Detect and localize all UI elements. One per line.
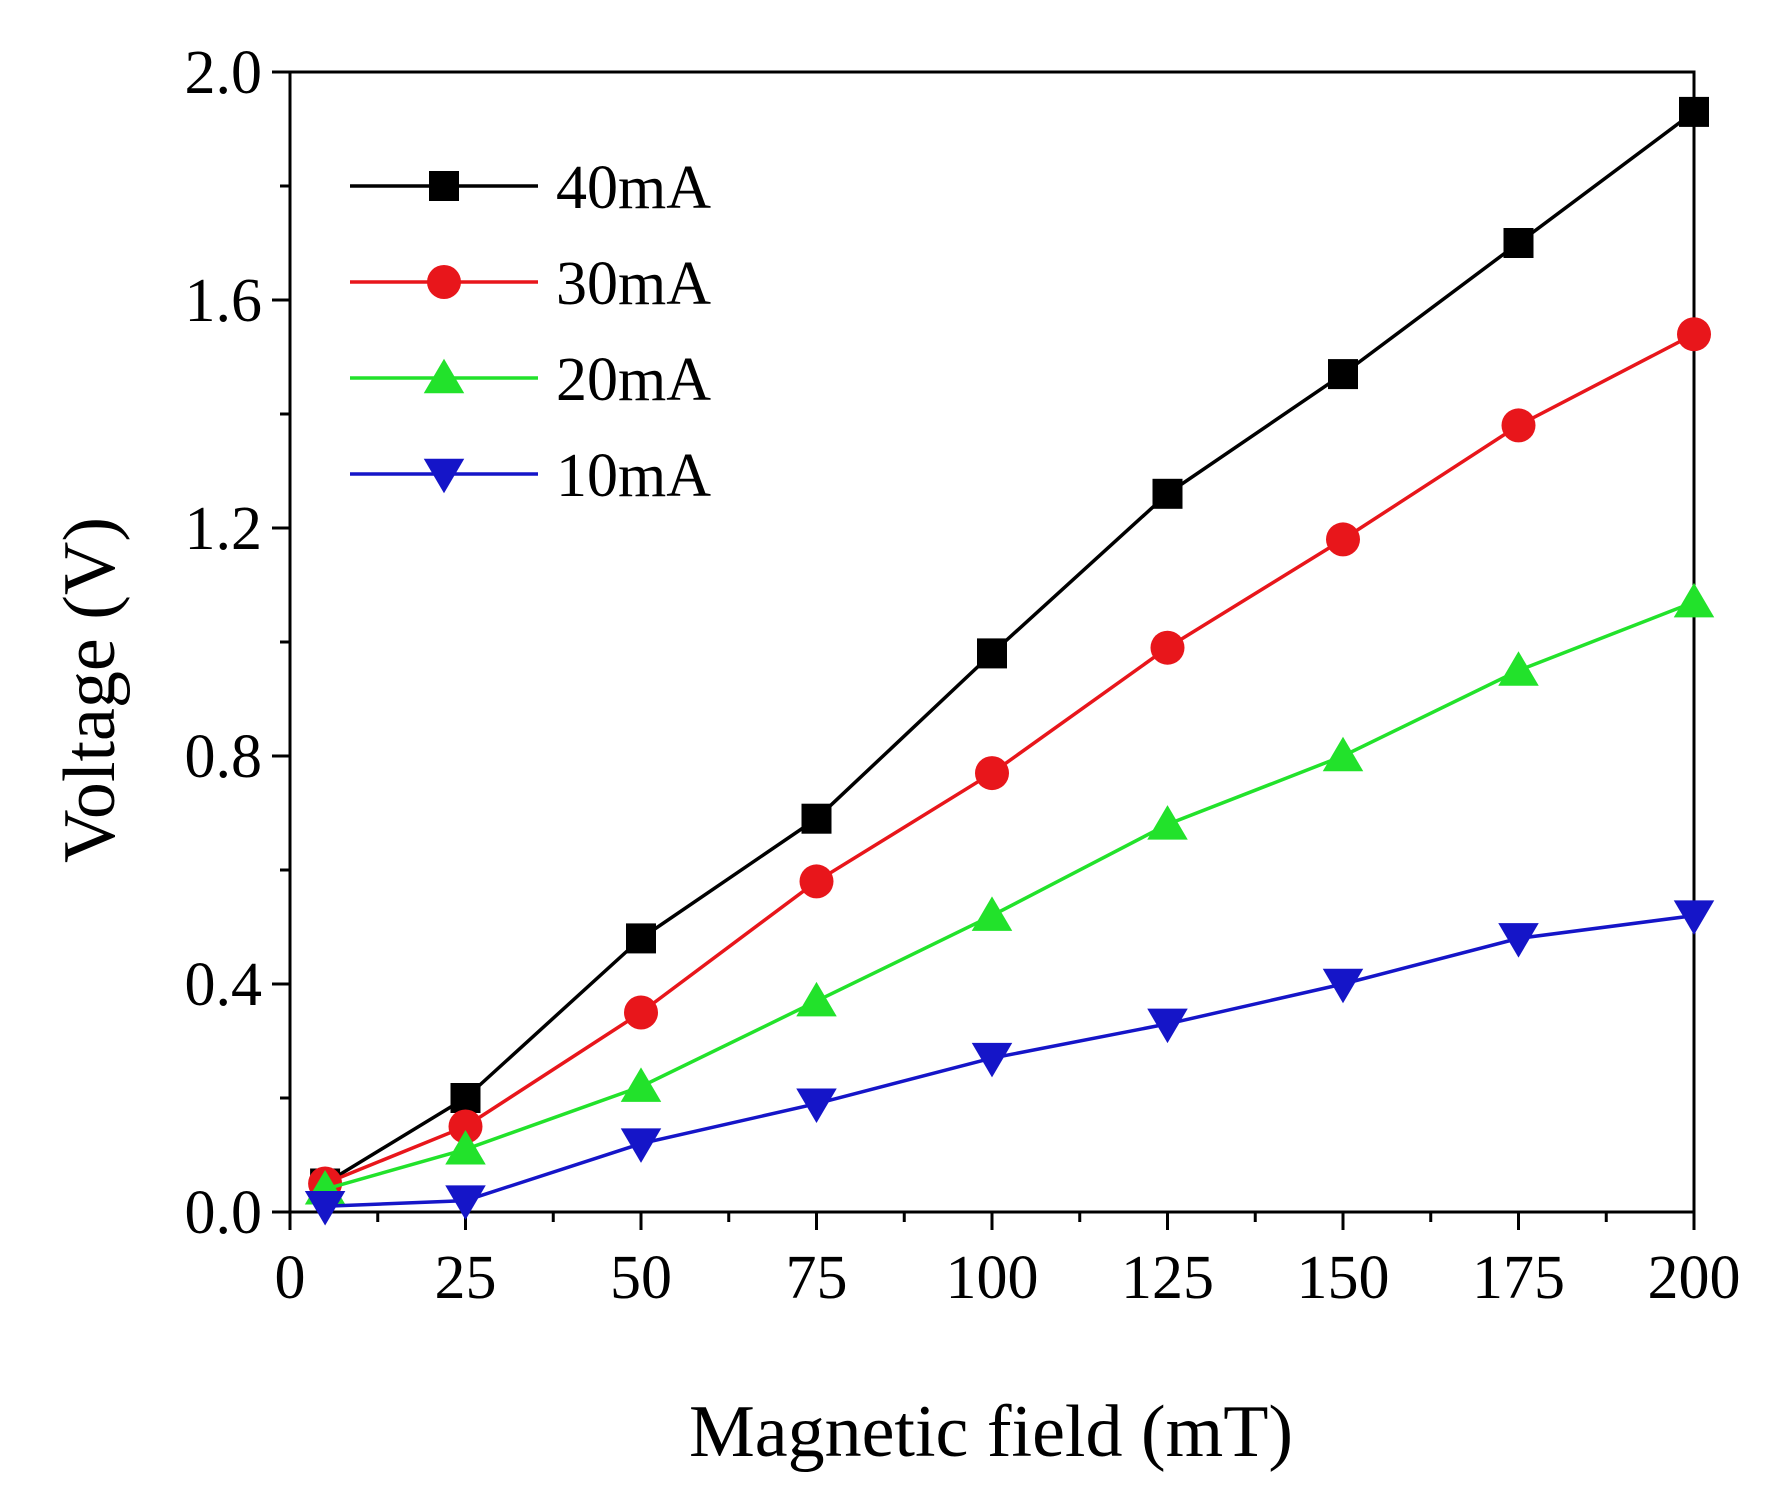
series-line [324, 110, 1696, 1185]
legend-item-20mA: 20mA [350, 346, 711, 414]
y-axis-title: Voltage (V) [49, 517, 131, 863]
x-axis-ticks: 0 25 50 75 100 125 150 175 200 [275, 1212, 1741, 1312]
data-point [1150, 630, 1185, 665]
legend-marker [429, 171, 459, 201]
series-30mA [308, 317, 1711, 1201]
series-20mA [304, 582, 1715, 1205]
data-point [975, 756, 1009, 791]
data-point [450, 1083, 481, 1113]
data-point [971, 1042, 1013, 1078]
series-40mA [310, 96, 1709, 1199]
data-point [1147, 805, 1188, 840]
legend-marker [427, 265, 461, 299]
legend-marker [423, 458, 465, 494]
data-point [801, 803, 832, 834]
data-point [1498, 923, 1539, 958]
data-point [1673, 900, 1715, 935]
data-point [971, 896, 1013, 931]
data-point [1677, 317, 1711, 352]
legend-item-30mA: 30mA [350, 250, 711, 318]
series-line [325, 913, 1695, 1209]
x-tick-label: 175 [1472, 1244, 1565, 1312]
data-point [304, 1191, 346, 1226]
y-tick-label: 1.6 [185, 267, 263, 335]
x-tick-label: 0 [275, 1244, 306, 1312]
x-tick-label: 150 [1297, 1244, 1390, 1312]
y-tick-label: 1.2 [185, 495, 263, 563]
x-tick-label: 100 [946, 1244, 1039, 1312]
x-tick-label: 200 [1648, 1244, 1741, 1312]
data-point [448, 1109, 483, 1144]
data-point [1322, 968, 1364, 1004]
y-tick-label: 0.0 [185, 1179, 263, 1247]
y-tick-label: 0.4 [185, 951, 263, 1019]
data-point [1152, 478, 1183, 509]
data-point [1328, 359, 1358, 390]
data-point [1503, 228, 1534, 258]
y-tick-label: 2.0 [185, 39, 263, 107]
legend-label: 10mA [556, 442, 711, 510]
data-point [796, 1088, 837, 1123]
data-point [1679, 96, 1709, 127]
data-point [799, 864, 834, 899]
series-layer [304, 96, 1715, 1226]
series-line [324, 600, 1695, 1191]
series-10mA [304, 900, 1715, 1226]
legend: 40mA 30mA 20mA 10mA [350, 154, 711, 510]
x-tick-label: 75 [786, 1244, 848, 1312]
data-point [626, 923, 656, 954]
y-axis-ticks: 0.0 0.4 0.8 1.2 1.6 2.0 [185, 39, 290, 1247]
legend-item-40mA: 40mA [350, 154, 711, 222]
legend-label: 40mA [556, 154, 711, 222]
data-point [624, 995, 658, 1030]
data-point [1501, 408, 1536, 443]
data-point [445, 1185, 486, 1220]
x-tick-label: 25 [435, 1244, 497, 1312]
legend-item-10mA: 10mA [350, 442, 711, 510]
data-point [977, 638, 1007, 669]
legend-label: 30mA [556, 250, 711, 318]
data-point [620, 1128, 662, 1163]
x-tick-label: 125 [1121, 1244, 1214, 1312]
legend-marker [423, 358, 465, 394]
legend-label: 20mA [556, 346, 711, 414]
data-point [1322, 736, 1364, 772]
data-point [620, 1067, 662, 1102]
data-point [796, 981, 837, 1017]
data-point [1498, 651, 1539, 686]
data-point [1147, 1008, 1188, 1044]
data-point [1673, 582, 1715, 618]
y-tick-label: 0.8 [185, 723, 263, 791]
x-tick-label: 50 [610, 1244, 672, 1312]
data-point [1326, 522, 1360, 557]
x-axis-title: Magnetic field (mT) [689, 1391, 1293, 1473]
data-point [445, 1130, 486, 1165]
